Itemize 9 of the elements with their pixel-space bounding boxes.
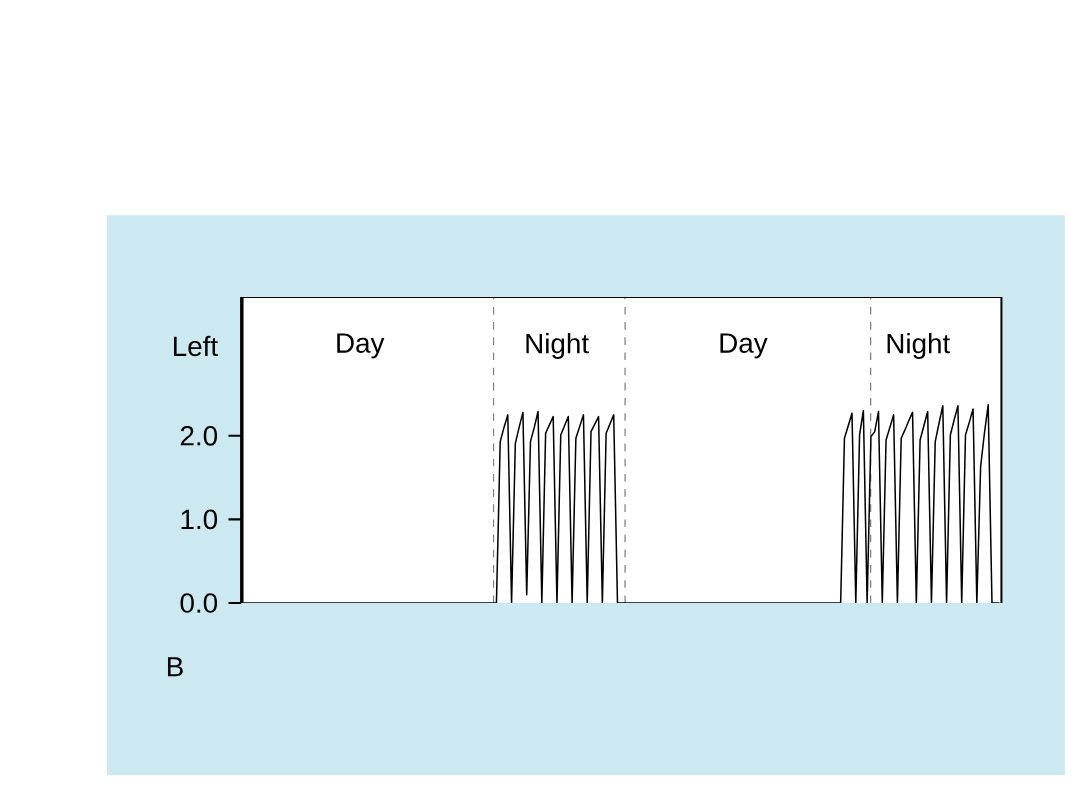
annotation: Day bbox=[337, 333, 385, 359]
y-tick-label: 0.0 bbox=[180, 593, 218, 613]
annotation: Night bbox=[526, 332, 589, 359]
annotation: Day bbox=[720, 333, 768, 359]
y-axis-title: Left bbox=[174, 335, 218, 357]
y-tick-label: 1.0 bbox=[181, 509, 218, 530]
annotation: Night bbox=[887, 332, 951, 359]
text: B bbox=[167, 657, 183, 677]
y-tick-label: 2.0 bbox=[180, 425, 218, 446]
